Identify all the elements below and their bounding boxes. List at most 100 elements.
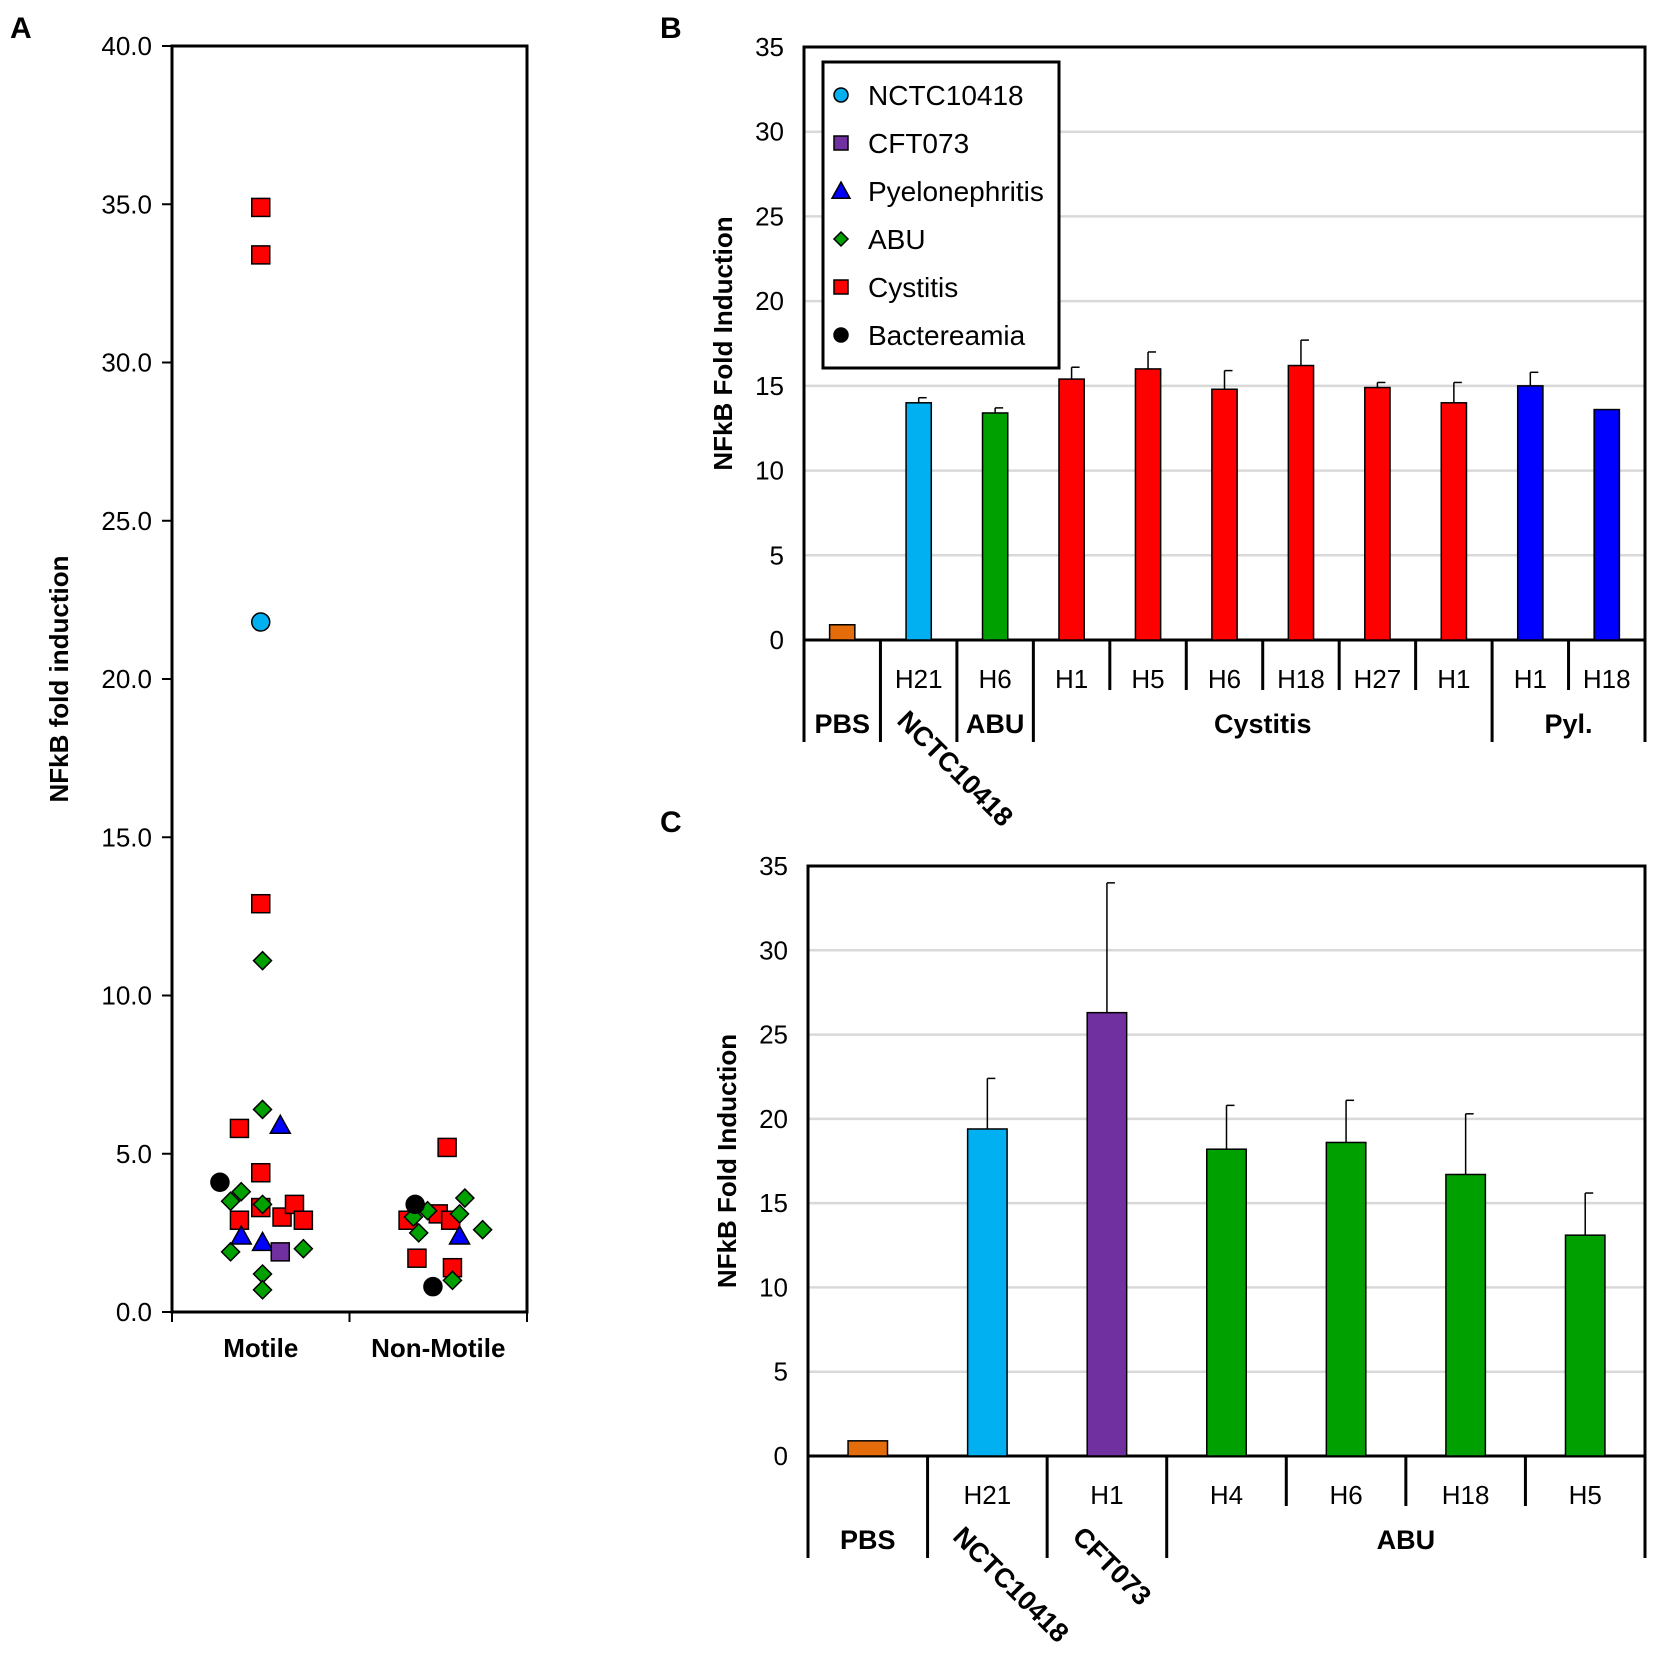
bar	[1593, 408, 1621, 641]
legend-label: Cystitis	[868, 272, 958, 303]
x-category-label: H18	[1277, 664, 1325, 694]
scatter-point	[407, 1248, 427, 1268]
bar	[981, 412, 1009, 641]
legend-label: ABU	[868, 224, 926, 255]
y-tick-label: 35	[755, 32, 784, 62]
scatter-point	[251, 245, 271, 265]
scatter-point	[220, 1241, 241, 1262]
bar	[1206, 1148, 1247, 1457]
panel-a-scatter: 0.0 5.0 10.0 15.0 20.0 25.0 30.0 35.0 40.0 Motile…	[44, 31, 529, 1363]
scatter-point	[220, 1191, 241, 1212]
y-tick-label: 5.0	[116, 1139, 152, 1169]
bar	[1211, 388, 1238, 641]
scatter-point	[231, 1181, 252, 1202]
scatter-point	[423, 1276, 443, 1297]
y-tick-label: 15	[755, 371, 784, 401]
group-label: CFT073	[1067, 1521, 1157, 1611]
bar	[1086, 1011, 1128, 1457]
y-tick-label: 10	[759, 1272, 788, 1302]
group-label: ABU	[1377, 1525, 1436, 1555]
scatter-point	[270, 1242, 291, 1262]
scatter-point	[448, 1224, 471, 1245]
y-axis-title: NFkB Fold Induction	[712, 1034, 742, 1288]
y-tick-label: 5	[770, 540, 784, 570]
bar	[966, 1128, 1008, 1457]
y-tick-label: 30	[759, 935, 788, 965]
scatter-point	[472, 1219, 493, 1240]
y-tick-label: 15	[759, 1188, 788, 1218]
x-category-label: H18	[1442, 1480, 1490, 1510]
legend-marker	[832, 230, 850, 248]
y-tick-label: 20.0	[101, 664, 152, 694]
legend-marker	[833, 135, 849, 151]
x-category-label: H18	[1583, 664, 1631, 694]
y-tick-label: 20	[755, 286, 784, 316]
scatter-point	[442, 1270, 463, 1291]
y-tick-label: 15.0	[101, 822, 152, 852]
x-category-label: H1	[1514, 664, 1547, 694]
group-label: PBS	[814, 709, 870, 739]
scatter-point	[252, 1194, 273, 1215]
y-axis-title: NFkB Fold Induction	[708, 216, 738, 470]
y-tick-label: 0	[770, 625, 784, 655]
scatter-point	[251, 612, 271, 632]
y-tick-label: 35	[759, 851, 788, 881]
scatter-point	[408, 1222, 429, 1243]
y-tick-label: 40.0	[101, 31, 152, 61]
x-category-label: H4	[1210, 1480, 1243, 1510]
x-category-label: H27	[1354, 664, 1402, 694]
legend-marker	[833, 87, 849, 103]
bar	[1287, 364, 1315, 641]
group-label: Pyl.	[1545, 709, 1593, 739]
scatter-point	[405, 1194, 425, 1215]
x-category-label: H6	[1208, 664, 1241, 694]
x-category-label: H6	[979, 664, 1012, 694]
panel-c-bar-chart: 0 5 10 15 20 25 30 35 NFkB Fold Induction H21 H1 H4…	[712, 851, 1647, 1648]
x-category-label: H21	[964, 1480, 1012, 1510]
y-axis-title: NFkB fold induction	[44, 556, 74, 803]
y-tick-label: 20	[759, 1104, 788, 1134]
scatter-point	[229, 1118, 250, 1139]
scatter-point	[252, 1279, 273, 1300]
x-category-label: H1	[1090, 1480, 1123, 1510]
bar	[1058, 378, 1085, 641]
legend-label: Bactereamia	[868, 320, 1026, 351]
x-category-label: Non-Motile	[371, 1333, 505, 1363]
group-label: PBS	[840, 1525, 896, 1555]
group-label: NCTC10418	[947, 1521, 1074, 1648]
y-tick-label: 10	[755, 456, 784, 486]
scatter-point	[252, 950, 273, 971]
panel-label-a: A	[10, 12, 32, 45]
y-tick-label: 25	[755, 201, 784, 231]
scatter-point	[454, 1187, 475, 1209]
x-category-label: H5	[1131, 664, 1164, 694]
y-tick-label: 25.0	[101, 506, 152, 536]
legend-marker	[833, 327, 849, 343]
x-category-label: H21	[895, 664, 943, 694]
y-tick-label: 25	[759, 1020, 788, 1050]
y-tick-label: 0	[774, 1441, 788, 1471]
y-tick-label: 30.0	[101, 348, 152, 378]
x-category-label: H6	[1329, 1480, 1362, 1510]
y-tick-label: 30	[755, 117, 784, 147]
scatter-point	[251, 197, 271, 218]
x-category-label: H5	[1569, 1480, 1602, 1510]
scatter-point	[293, 1210, 314, 1230]
bar	[905, 402, 933, 641]
scatter-point	[449, 1203, 470, 1224]
scatter-point	[437, 1137, 457, 1158]
plot-frame	[170, 44, 529, 1314]
legend-marker	[830, 180, 852, 199]
legend-label: NCTC10418	[868, 80, 1024, 111]
scatter-point	[251, 893, 271, 914]
y-tick-label: 5	[774, 1357, 788, 1387]
x-category-label: Motile	[223, 1333, 298, 1363]
panel-label-b: B	[660, 12, 682, 45]
bar	[828, 624, 856, 641]
y-tick-label: 0.0	[116, 1297, 152, 1327]
bar	[1564, 1234, 1606, 1457]
legend-label: CFT073	[868, 128, 969, 159]
scatter-point	[229, 1224, 253, 1245]
bar	[1516, 385, 1544, 641]
